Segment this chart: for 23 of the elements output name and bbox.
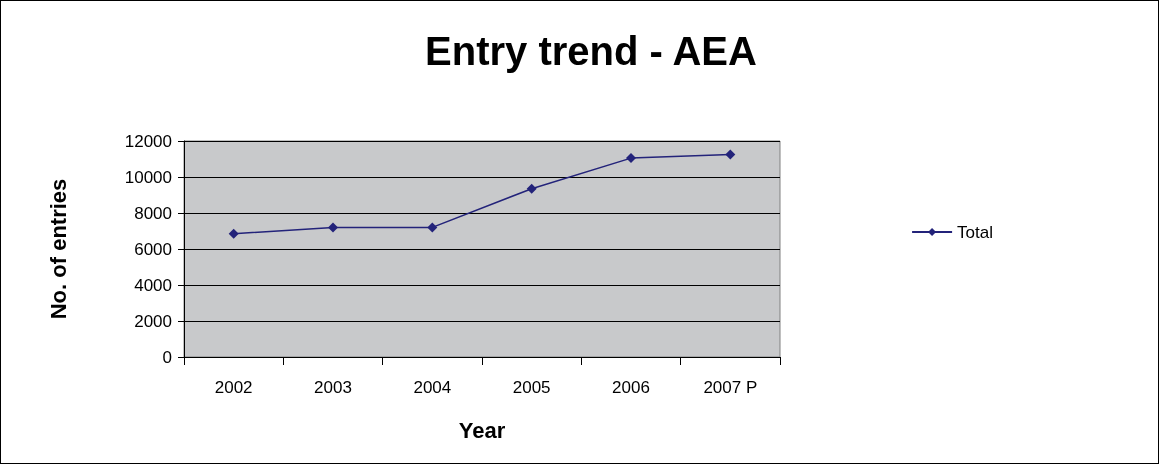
y-tick-label: 12000 xyxy=(124,131,172,151)
point xyxy=(526,183,537,194)
y-tick-label: 6000 xyxy=(134,239,172,259)
chart-title: Entry trend - AEA xyxy=(425,29,757,73)
x-tick-label: 2003 xyxy=(314,378,352,397)
x-axis-title: Year xyxy=(458,417,506,443)
x-tick-label: 2004 xyxy=(413,378,452,397)
point xyxy=(328,222,338,233)
x-tick-label: 2007 P xyxy=(703,378,758,397)
x-tick-label: 2005 xyxy=(512,378,551,397)
y-axis-title: No. of entries xyxy=(45,178,71,320)
legend-label: Total xyxy=(957,222,994,242)
y-tick-label: 0 xyxy=(162,347,172,367)
point xyxy=(427,222,438,233)
x-tick-label: 2006 xyxy=(612,378,650,397)
y-tick-label: 4000 xyxy=(134,275,172,295)
point xyxy=(228,228,239,239)
y-tick-label: 10000 xyxy=(124,167,172,187)
y-tick-label: 8000 xyxy=(134,203,172,223)
y-tick-label: 2000 xyxy=(134,311,172,331)
x-tick-label: 2002 xyxy=(214,378,253,397)
point xyxy=(725,149,736,160)
point xyxy=(626,153,636,164)
